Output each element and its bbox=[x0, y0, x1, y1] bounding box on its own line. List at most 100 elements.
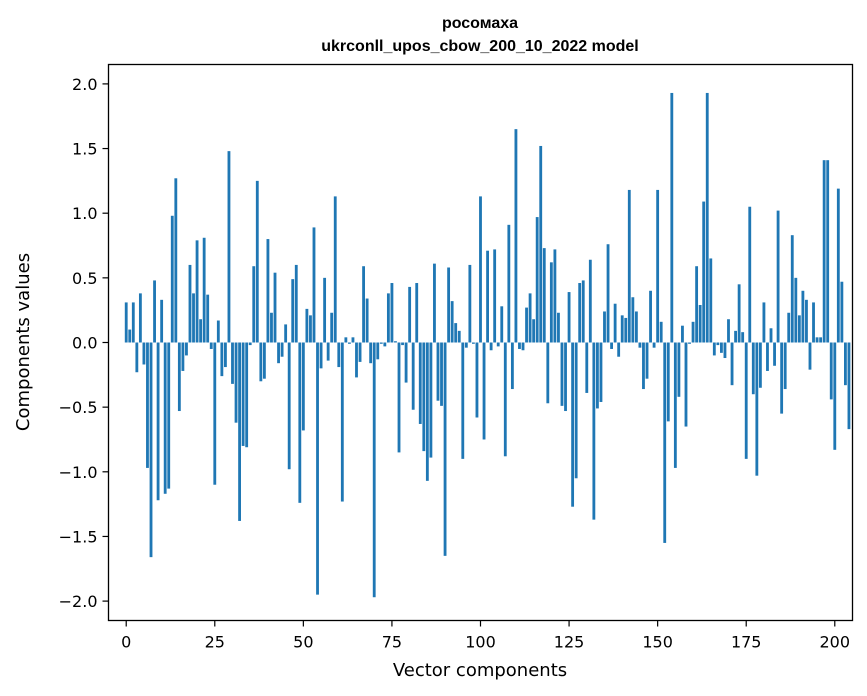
bar bbox=[840, 281, 844, 343]
bar bbox=[160, 299, 164, 343]
bar bbox=[794, 277, 798, 343]
bar bbox=[659, 321, 663, 343]
y-axis-label: Components values bbox=[13, 253, 34, 431]
bar bbox=[273, 272, 277, 343]
bar bbox=[277, 342, 280, 364]
bar bbox=[188, 264, 192, 343]
bar bbox=[138, 293, 142, 343]
bar bbox=[826, 160, 830, 343]
bar bbox=[316, 342, 319, 595]
bar bbox=[532, 319, 536, 343]
bar bbox=[199, 319, 203, 343]
bar bbox=[241, 342, 245, 446]
bar bbox=[677, 342, 681, 397]
bar bbox=[758, 342, 762, 388]
bar bbox=[741, 332, 745, 343]
bar bbox=[216, 320, 220, 343]
bar bbox=[514, 129, 518, 343]
bar bbox=[805, 299, 808, 343]
bar bbox=[394, 341, 397, 343]
bar bbox=[330, 312, 334, 343]
bar bbox=[634, 311, 638, 343]
bar bbox=[170, 215, 174, 343]
bar bbox=[535, 217, 539, 343]
bar bbox=[294, 264, 298, 343]
bar bbox=[358, 342, 362, 362]
bar bbox=[808, 342, 812, 370]
x-tick-label: 100 bbox=[465, 633, 496, 652]
x-tick-label: 125 bbox=[554, 633, 585, 652]
bar bbox=[496, 342, 500, 347]
y-tick-label: 1.0 bbox=[72, 204, 97, 223]
bar bbox=[326, 342, 330, 361]
bar bbox=[787, 312, 791, 343]
bar bbox=[688, 342, 691, 344]
bar bbox=[705, 92, 709, 343]
bar bbox=[673, 342, 677, 468]
bar bbox=[408, 286, 412, 343]
bar bbox=[801, 290, 805, 343]
bar bbox=[422, 342, 426, 452]
bar bbox=[486, 250, 489, 343]
bar bbox=[581, 280, 585, 343]
bar bbox=[202, 237, 206, 343]
bar bbox=[174, 178, 178, 343]
bar bbox=[776, 210, 780, 343]
bar bbox=[284, 324, 288, 343]
bar bbox=[627, 189, 631, 343]
x-axis-label: Vector components bbox=[393, 660, 567, 681]
bar bbox=[812, 302, 815, 343]
bar bbox=[355, 342, 358, 378]
bar bbox=[588, 259, 592, 343]
bar bbox=[429, 342, 433, 458]
bar bbox=[234, 342, 238, 423]
bar bbox=[642, 342, 645, 390]
bar bbox=[206, 294, 210, 343]
bar bbox=[344, 337, 348, 343]
bar bbox=[149, 342, 153, 558]
bar bbox=[386, 293, 390, 343]
bar bbox=[649, 290, 652, 343]
bar bbox=[464, 342, 468, 348]
bar bbox=[319, 342, 323, 369]
bar bbox=[131, 302, 135, 343]
bar bbox=[539, 145, 543, 343]
bar bbox=[128, 329, 132, 343]
bar bbox=[291, 279, 295, 343]
bar bbox=[656, 189, 660, 343]
bar bbox=[596, 342, 599, 409]
bar bbox=[142, 342, 146, 365]
bar bbox=[613, 303, 617, 343]
bar bbox=[578, 283, 582, 343]
bar bbox=[323, 277, 327, 343]
bar bbox=[815, 337, 819, 343]
bar bbox=[337, 342, 341, 368]
bar bbox=[560, 342, 564, 406]
bar bbox=[574, 342, 578, 479]
bar bbox=[510, 342, 514, 390]
bar bbox=[723, 342, 727, 359]
bar bbox=[482, 342, 486, 440]
bar bbox=[638, 342, 642, 348]
x-tick-label: 0 bbox=[121, 633, 131, 652]
bar bbox=[666, 342, 670, 422]
bar bbox=[454, 323, 458, 343]
bar bbox=[663, 342, 667, 543]
bar bbox=[418, 342, 422, 424]
bar bbox=[571, 342, 575, 507]
bar bbox=[525, 307, 528, 343]
bar bbox=[475, 342, 479, 418]
bar bbox=[631, 297, 635, 343]
y-tick-label: 1.5 bbox=[72, 140, 97, 159]
bar bbox=[780, 342, 784, 414]
bar bbox=[500, 306, 504, 343]
bar bbox=[755, 342, 759, 476]
bar bbox=[231, 342, 234, 384]
bar bbox=[167, 342, 171, 489]
bar bbox=[599, 342, 603, 402]
bar bbox=[245, 342, 249, 448]
bar bbox=[227, 151, 231, 343]
bar bbox=[695, 266, 699, 343]
bar bbox=[503, 342, 507, 457]
bar bbox=[567, 292, 571, 343]
